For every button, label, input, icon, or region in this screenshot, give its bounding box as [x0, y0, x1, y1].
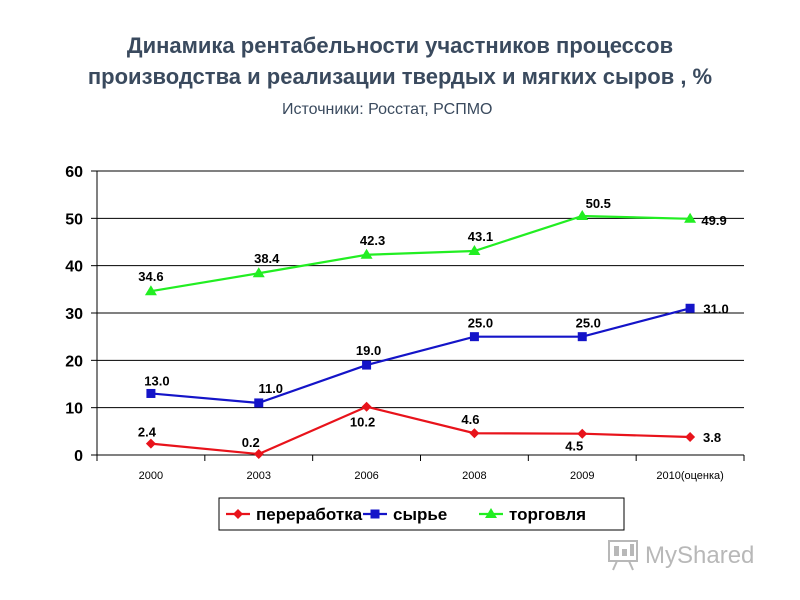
data-point [468, 244, 481, 255]
x-tick-label: 2009 [570, 470, 594, 482]
legend-box [218, 497, 625, 531]
data-point [360, 248, 373, 259]
data-label: 4.5 [565, 439, 583, 454]
x-tick-label: 2003 [247, 470, 271, 482]
data-point [577, 332, 587, 342]
x-tick-label: 2008 [462, 470, 486, 482]
data-label: 10.2 [350, 415, 375, 430]
data-label: 25.0 [468, 316, 493, 331]
y-tick-label: 10 [65, 401, 83, 418]
x-tick-label: 2010(оценка) [656, 470, 723, 482]
series-line [150, 214, 691, 293]
data-point [362, 360, 372, 370]
data-point [576, 209, 589, 220]
data-label: 34.6 [138, 269, 163, 284]
data-point [684, 212, 697, 223]
y-axis-ticks: 0 10 20 30 40 50 60 [65, 164, 97, 465]
data-label: 3.8 [703, 430, 721, 445]
y-tick-label: 50 [65, 211, 83, 228]
legend-label: переработка [256, 505, 363, 524]
y-tick-label: 20 [65, 353, 83, 370]
data-label: 19.0 [356, 343, 381, 358]
data-label: 42.3 [360, 233, 385, 248]
watermark-text: MyShared [645, 542, 754, 569]
data-point [145, 438, 156, 449]
watermark: MyShared [608, 540, 754, 571]
x-axis-ticks: 2000 2003 2006 2008 2009 2010(оценка) [96, 455, 745, 482]
x-tick-label: 2006 [354, 470, 378, 482]
y-tick-label: 60 [65, 164, 83, 181]
series-торговля: 34.6 38.4 42.3 43.1 50.5 49.9 [138, 196, 727, 296]
data-label: 50.5 [586, 196, 611, 211]
data-label: 2.4 [138, 425, 157, 440]
legend-swatch-marker [233, 509, 243, 519]
chart-title-line-1: Динамика рентабельности участников проце… [126, 33, 674, 58]
data-label: 38.4 [254, 251, 280, 266]
chart-subtitle: Источники: Росстат, РСПМО [282, 101, 493, 118]
series-сырье: 13.0 11.0 19.0 25.0 25.0 31.0 [144, 301, 729, 408]
legend-label: торговля [509, 505, 586, 524]
series-group: 2.4 0.2 10.2 4.6 4.5 3.8 13.0 11.0 19.0 25.0 25.0 3… [138, 196, 729, 460]
x-tick-label: 2000 [139, 470, 163, 482]
data-point [469, 428, 480, 439]
chart-title-line-2: производства и реализации твердых и мягк… [87, 64, 713, 89]
data-label: 0.2 [242, 435, 260, 450]
y-tick-label: 30 [65, 306, 83, 323]
data-label: 25.0 [576, 316, 601, 331]
series-переработка: 2.4 0.2 10.2 4.6 4.5 3.8 [138, 401, 721, 460]
data-point [361, 401, 372, 412]
legend: переработка сырье торговля [218, 497, 625, 531]
data-point [146, 388, 156, 398]
legend-item-переработка: переработка [226, 505, 363, 524]
legend-item-торговля: торговля [479, 505, 586, 524]
chart-title: Динамика рентабельности участников проце… [0, 30, 800, 92]
data-point [577, 428, 588, 439]
gridlines [97, 170, 744, 409]
data-label: 31.0 [703, 301, 728, 316]
data-point [252, 267, 265, 278]
data-point [254, 398, 264, 408]
y-tick-label: 40 [65, 259, 83, 276]
data-point [685, 303, 695, 313]
legend-label: сырье [393, 505, 447, 524]
legend-item-сырье: сырье [363, 505, 447, 524]
series-line [150, 405, 691, 456]
data-label: 11.0 [258, 381, 283, 396]
data-label: 13.0 [144, 373, 169, 388]
presentation-board-icon [608, 540, 638, 571]
data-point [253, 449, 264, 460]
legend-swatch-marker [485, 508, 497, 518]
legend-swatch-marker [370, 509, 380, 519]
data-label: 43.1 [468, 229, 493, 244]
data-point [469, 332, 479, 342]
y-tick-label: 0 [74, 448, 83, 465]
data-label: 49.9 [701, 213, 726, 228]
data-point [144, 285, 157, 296]
series-line [150, 307, 691, 405]
data-point [685, 432, 696, 443]
data-label: 4.6 [461, 412, 479, 427]
